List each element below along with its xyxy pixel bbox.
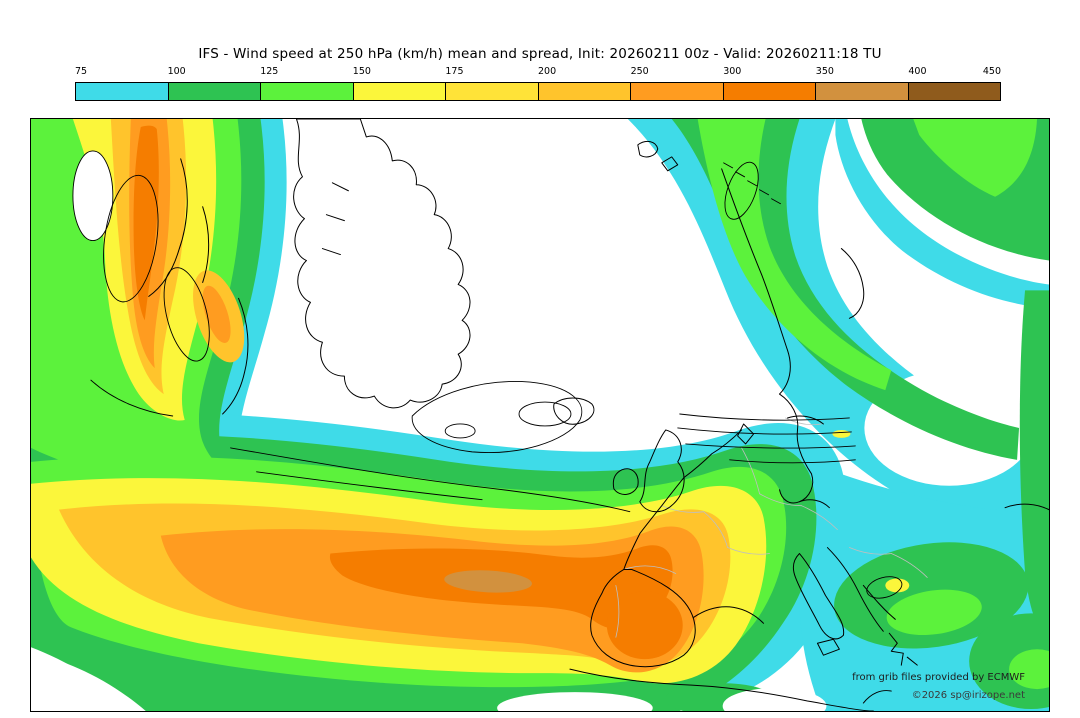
colorbar-tick-label: 450 [982,66,1001,77]
italy-coast [792,553,845,640]
region-iberia-dark-orange [606,591,683,660]
colorbar-tick-label: 300 [723,66,742,77]
kola-coast [840,248,865,319]
svalbard-coast [637,140,679,172]
region-bottomright-chartreuse [1009,649,1049,690]
baltic-coast [779,393,814,504]
colorbar [75,82,1001,101]
colorbar-tick-label: 100 [167,66,186,77]
colorbar-tick-label: 175 [445,66,464,77]
weather-map-svg [31,119,1049,711]
spread-loop-central [411,381,583,453]
colorbar-tick-label: 150 [352,66,371,77]
region-jet-core-brown [444,570,532,593]
spread-loop-small-1 [518,401,572,427]
greenland-coast [293,119,471,409]
mediterranean-france-coast [693,606,765,624]
region-quebec-white-spot [72,150,114,242]
finland-coast [787,415,830,509]
region-balkan-yellow-spot [885,578,910,593]
colorbar-tick-label: 250 [630,66,649,77]
labrador-coast-3 [222,297,249,415]
colorbar-tick-label: 75 [75,66,88,77]
colorbar-segment [76,83,169,100]
spread-loop-west-1 [103,174,159,303]
spread-loop-west-2 [163,267,210,362]
colorbar-tick-label: 350 [815,66,834,77]
colorbar-segment [908,83,1000,100]
colorbar-segment [816,83,909,100]
spread-line-germany-3 [685,443,856,449]
colorbar-tick-label: 400 [908,66,927,77]
colorbar-segment [723,83,816,100]
region-alps-yellow-spot [832,429,851,438]
tunisia-coast [862,690,892,704]
colorbar-ticks: 75 100 125 150 175 200 250 300 350 400 450 [75,66,1001,79]
spread-line-germany-4 [729,459,856,464]
sicily-coast [816,638,840,656]
norway-coast [721,168,791,395]
region-west-dark-orange [133,125,159,321]
wind-speed-fill-regions [31,119,1049,711]
colorbar-tick-label: 200 [538,66,557,77]
coastlines [148,119,1049,711]
map-title: IFS - Wind speed at 250 hPa (km/h) mean … [198,46,882,62]
greenland-fjords [321,182,349,256]
region-topright-chartreuse [913,119,1038,197]
colorbar-segment [538,83,631,100]
region-africa-white [722,688,827,711]
colorbar-segment [261,83,354,100]
spread-line-jet-north-2 [256,471,483,501]
colorbar-segment [353,83,446,100]
iberia-coast [590,568,696,668]
spread-tick-marks [723,162,781,205]
north-africa-coast [569,668,874,711]
colorbar-tick-label: 125 [260,66,279,77]
region-bottomleft-white [31,647,127,711]
labrador-coast-2 [202,206,210,283]
credits-source: from grib files provided by ECMWF [852,672,1025,683]
spread-contours [90,161,903,599]
adriatic-coast [826,547,884,632]
colorbar-segment [446,83,539,100]
region-northeast-chartreuse [697,119,892,391]
europe-atlantic-coast [623,429,743,570]
great-britain-coast [639,429,685,513]
iceland-coast [553,397,595,425]
spread-line-germany-2 [677,427,852,435]
spread-line-jet-north [230,447,631,513]
spread-loop-norway [724,161,759,220]
country-borders [615,417,928,638]
region-corner-cyan-rim [835,119,1049,309]
labrador-coast [148,158,188,297]
region-labrador-orange [202,285,231,343]
greece-coast [888,632,918,666]
spread-loop-balkans [866,576,903,599]
weather-map: from grib files provided by ECMWF ©2026 … [30,118,1050,712]
credits-copyright: ©2026 sp@irizope.net [911,690,1025,701]
spread-line-germany-1 [679,413,850,421]
spread-loop-small-2 [444,423,476,439]
spread-line-west [90,379,174,417]
black-sea-coast [1004,503,1049,511]
balkan-coast [862,584,896,620]
colorbar-segment [631,83,724,100]
region-bottom-white-sliver [497,692,653,711]
ireland-coast [612,468,639,495]
colorbar-segment [168,83,261,100]
region-balkan-chartreuse [886,589,982,636]
region-right-edge-green-strip [1019,290,1049,638]
